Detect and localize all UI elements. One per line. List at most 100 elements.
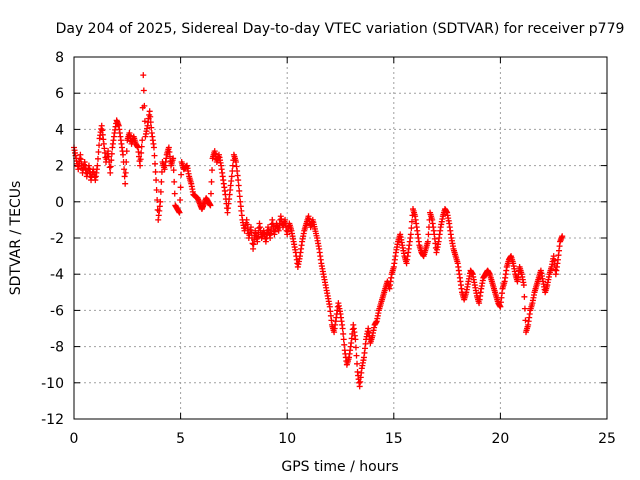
data-point-marker: [105, 148, 112, 155]
x-tick-label: 25: [598, 431, 616, 447]
data-point-marker: [208, 178, 215, 185]
data-point-marker: [521, 293, 528, 300]
data-point-marker: [96, 142, 103, 149]
x-tick-label: 0: [70, 431, 79, 447]
data-point-marker: [235, 182, 242, 189]
data-point-marker: [171, 190, 178, 197]
data-point-marker: [157, 198, 164, 205]
data-point-marker: [235, 177, 242, 184]
y-tick-label: 0: [55, 195, 64, 211]
data-point-marker: [170, 167, 177, 174]
data-point-marker: [353, 352, 360, 359]
data-point-marker: [340, 336, 347, 343]
x-tick-label: 10: [278, 431, 296, 447]
data-point-marker: [107, 169, 114, 176]
data-point-marker: [341, 341, 348, 348]
data-point-marker: [424, 238, 431, 245]
data-point-marker: [122, 169, 129, 176]
data-point-marker: [152, 160, 159, 167]
y-tick-label: 8: [55, 50, 64, 66]
chart-title: Day 204 of 2025, Sidereal Day-to-day VTE…: [56, 21, 625, 37]
data-point-marker: [121, 173, 128, 180]
data-point-marker: [249, 240, 256, 247]
data-point-marker: [123, 148, 130, 155]
data-point-marker: [123, 158, 130, 165]
plot-frame: [73, 56, 608, 420]
data-point-marker: [141, 118, 148, 125]
data-point-marker: [207, 190, 214, 197]
data-point-marker: [559, 233, 566, 240]
data-point-marker: [137, 156, 144, 163]
data-point-marker: [157, 188, 164, 195]
y-tick-label: -4: [50, 267, 64, 283]
data-point-marker: [236, 187, 243, 194]
data-point-marker: [105, 153, 112, 160]
data-point-marker: [340, 330, 347, 337]
axis-ticks: 0 5 10 15 20 25 -12 -10 -8 -6 -4 -2 0 2 4 6 8: [41, 50, 616, 447]
data-point-marker: [228, 173, 235, 180]
data-point-marker: [229, 162, 236, 169]
y-tick-label: 4: [55, 122, 64, 138]
data-point-marker: [108, 157, 115, 164]
data-point-marker: [138, 143, 145, 150]
x-tick-label: 20: [491, 431, 509, 447]
data-point-marker: [522, 317, 529, 324]
data-point-marker: [94, 162, 101, 169]
data-point-marker: [139, 137, 146, 144]
data-point-marker: [408, 218, 415, 225]
data-point-marker: [520, 282, 527, 289]
data-point-marker: [150, 144, 157, 151]
data-point-marker: [158, 178, 165, 185]
data-point-marker: [236, 193, 243, 200]
data-point-marker: [352, 336, 359, 343]
y-tick-label: -12: [41, 412, 64, 428]
data-point-marker: [108, 150, 115, 157]
data-point-marker: [207, 202, 214, 209]
data-point-marker: [354, 360, 361, 367]
data-point-marker: [94, 155, 101, 162]
data-point-marker: [107, 163, 114, 170]
grid: [74, 57, 607, 419]
y-tick-label: -6: [50, 303, 64, 319]
data-point-marker: [153, 177, 160, 184]
data-point-marker: [147, 119, 154, 126]
y-axis-label: SDTVAR / TECUs: [8, 181, 24, 296]
data-point-marker: [339, 325, 346, 332]
data-point-marker: [408, 225, 415, 232]
data-point-marker: [154, 196, 161, 203]
data-point-marker: [95, 149, 102, 156]
data-point-marker: [152, 168, 159, 175]
data-point-marker: [158, 168, 165, 175]
data-point-marker: [248, 229, 255, 236]
data-point-marker: [146, 108, 153, 115]
data-point-marker: [137, 162, 144, 169]
data-point-marker: [352, 344, 359, 351]
data-point-marker: [176, 209, 183, 216]
data-point-marker: [121, 166, 128, 173]
data-point-marker: [106, 164, 113, 171]
data-series: [71, 72, 566, 390]
data-point-marker: [177, 184, 184, 191]
data-point-marker: [148, 124, 155, 131]
data-point-marker: [140, 87, 147, 94]
data-point-marker: [177, 196, 184, 203]
data-point-marker: [122, 180, 129, 187]
data-point-marker: [120, 151, 127, 158]
data-point-marker: [171, 178, 178, 185]
data-point-marker: [407, 231, 414, 238]
y-tick-label: -2: [50, 231, 64, 247]
x-tick-label: 5: [176, 431, 185, 447]
x-tick-label: 15: [385, 431, 403, 447]
data-point-marker: [521, 305, 528, 312]
y-tick-label: 2: [55, 159, 64, 175]
data-point-marker: [140, 72, 147, 79]
data-point-marker: [147, 113, 154, 120]
data-point-marker: [425, 231, 432, 238]
data-point-marker: [247, 224, 254, 231]
data-point-marker: [153, 187, 160, 194]
y-tick-label: 6: [55, 86, 64, 102]
y-tick-label: -10: [41, 376, 64, 392]
x-axis-label: GPS time / hours: [281, 459, 398, 475]
data-point-marker: [151, 152, 158, 159]
